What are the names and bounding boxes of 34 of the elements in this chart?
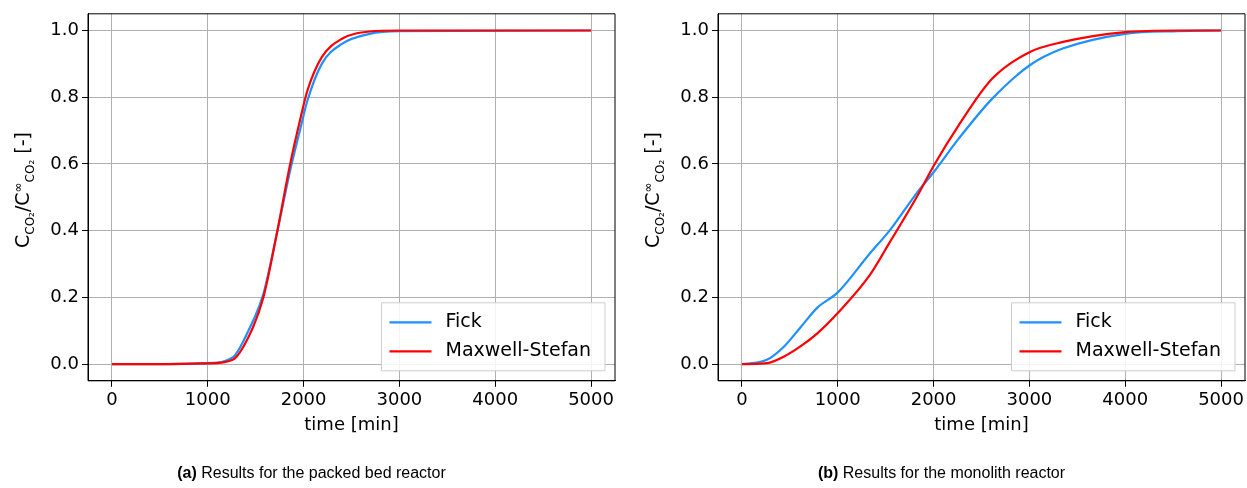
legend-label: Maxwell-Stefan: [445, 338, 591, 361]
y-tick-label: 0.0: [680, 351, 709, 373]
x-tick-label: 5000: [568, 388, 614, 410]
y-tick-label: 1.0: [680, 18, 709, 40]
x-tick-label: 4000: [1102, 388, 1149, 410]
x-tick-label: 3000: [376, 388, 423, 410]
y-tick-label: 0.8: [680, 84, 709, 106]
x-tick-label: 2000: [280, 388, 327, 410]
legend-label: Maxwell-Stefan: [1075, 338, 1221, 361]
y-tick-label: 0.4: [680, 218, 709, 240]
y-tick-label: 0.8: [50, 84, 79, 106]
x-tick-label: 0: [106, 388, 118, 410]
y-tick-label: 0.2: [680, 285, 709, 307]
x-axis-title: time [min]: [934, 412, 1029, 434]
line-series: [110, 29, 593, 366]
y-tick-label: 0.2: [50, 285, 79, 307]
x-tick-label: 2000: [910, 388, 957, 410]
x-axis-title: time [min]: [304, 412, 399, 434]
x-tick-label: 0: [736, 388, 748, 410]
x-tick-label: 3000: [1006, 388, 1053, 410]
y-tick-label: 0.6: [680, 151, 709, 173]
y-tick-label: 0.6: [50, 151, 79, 173]
line-series: [740, 29, 1223, 366]
x-tick-label: 5000: [1198, 388, 1244, 410]
y-tick-label: 1.0: [50, 18, 79, 40]
y-tick-label: 0.0: [50, 351, 79, 373]
x-tick-label: 1000: [814, 388, 861, 410]
y-tick-label: 0.4: [50, 218, 79, 240]
text: (b) Results for the monolith reactor: [816, 464, 1067, 482]
legend-label: Fick: [1075, 309, 1112, 332]
text: (a) Results for the packed bed reactor: [176, 464, 447, 482]
x-tick-label: 1000: [184, 388, 231, 410]
legend-label: Fick: [445, 309, 482, 332]
x-tick-label: 4000: [472, 388, 519, 410]
